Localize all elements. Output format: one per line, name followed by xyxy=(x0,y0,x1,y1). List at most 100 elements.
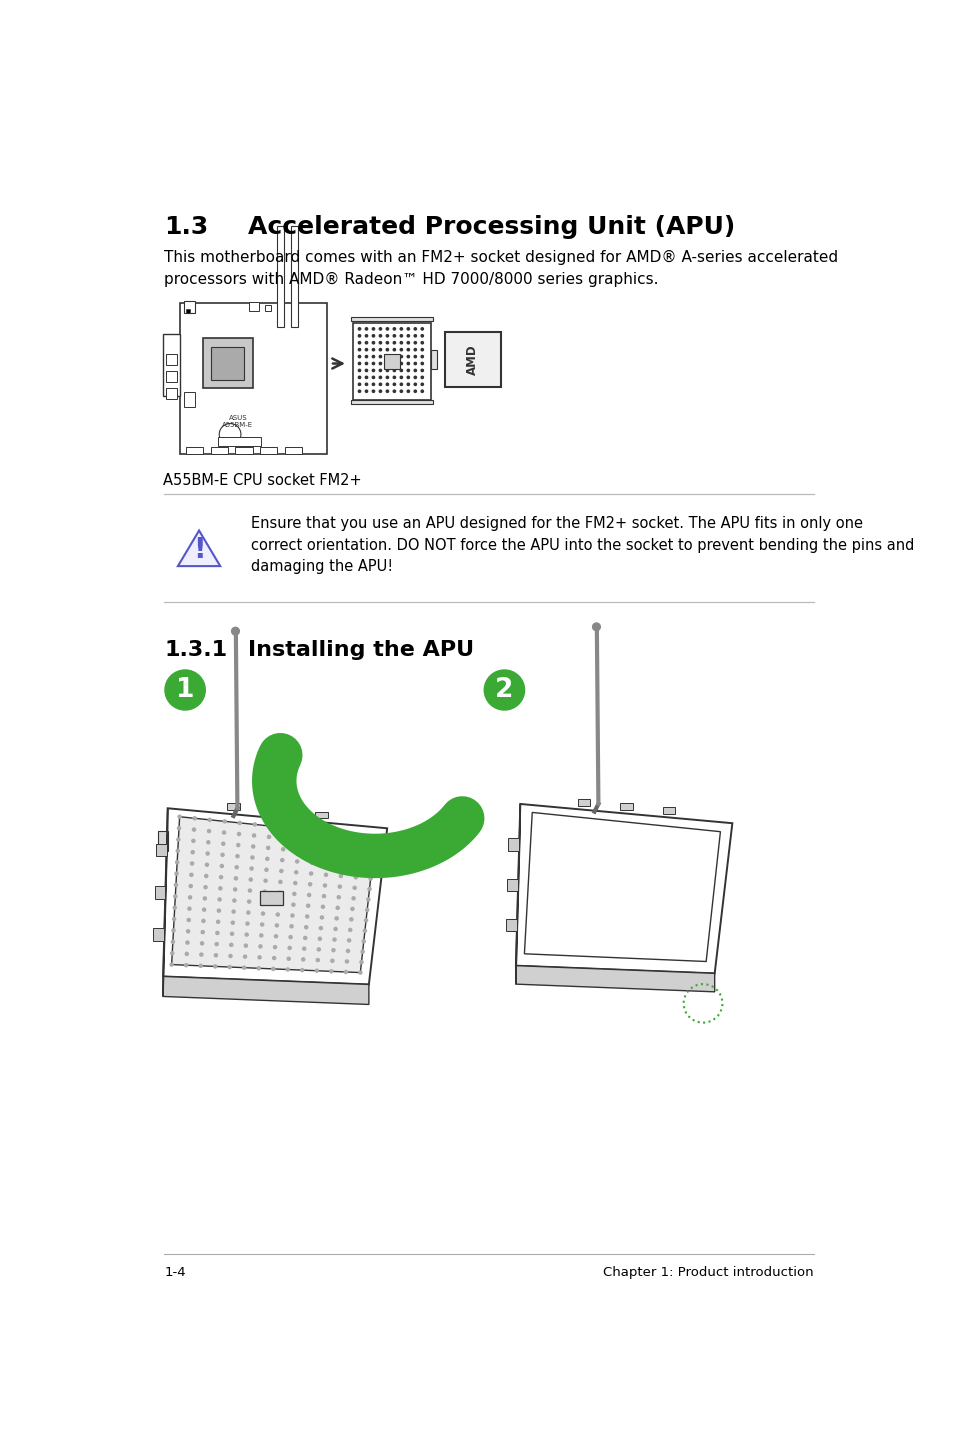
Circle shape xyxy=(407,335,409,336)
Circle shape xyxy=(187,930,190,933)
Circle shape xyxy=(297,838,300,841)
Text: A55BM-E CPU socket FM2+: A55BM-E CPU socket FM2+ xyxy=(162,473,361,487)
Circle shape xyxy=(207,830,211,833)
Circle shape xyxy=(372,370,375,371)
Circle shape xyxy=(414,355,416,358)
Circle shape xyxy=(346,949,349,952)
Circle shape xyxy=(253,834,255,837)
Circle shape xyxy=(165,670,205,710)
Circle shape xyxy=(300,969,303,972)
Circle shape xyxy=(339,874,342,877)
Circle shape xyxy=(358,390,360,393)
Circle shape xyxy=(177,827,180,830)
Circle shape xyxy=(307,893,311,896)
Circle shape xyxy=(174,871,178,876)
Text: 1.3.1: 1.3.1 xyxy=(164,640,227,660)
Circle shape xyxy=(347,939,351,942)
Bar xyxy=(351,400,433,404)
Circle shape xyxy=(308,883,312,886)
Circle shape xyxy=(223,820,226,823)
Circle shape xyxy=(369,877,372,880)
Circle shape xyxy=(217,909,220,912)
Circle shape xyxy=(352,897,355,900)
Circle shape xyxy=(206,851,209,856)
Circle shape xyxy=(361,951,364,953)
Circle shape xyxy=(317,948,320,951)
Circle shape xyxy=(238,821,241,824)
Circle shape xyxy=(399,335,402,336)
Circle shape xyxy=(279,870,283,873)
Circle shape xyxy=(379,370,381,371)
Circle shape xyxy=(358,383,360,385)
Circle shape xyxy=(247,912,250,915)
Polygon shape xyxy=(227,804,239,811)
Circle shape xyxy=(258,945,262,948)
Circle shape xyxy=(202,919,205,922)
Polygon shape xyxy=(506,919,517,932)
Polygon shape xyxy=(177,531,220,567)
Bar xyxy=(276,226,284,326)
Circle shape xyxy=(229,955,232,958)
Circle shape xyxy=(323,884,326,887)
Circle shape xyxy=(365,348,367,351)
Circle shape xyxy=(243,955,246,958)
Circle shape xyxy=(420,370,423,371)
Circle shape xyxy=(268,824,272,827)
Circle shape xyxy=(332,949,335,952)
Circle shape xyxy=(273,956,275,959)
Circle shape xyxy=(189,896,192,899)
Circle shape xyxy=(358,335,360,336)
Circle shape xyxy=(204,886,207,889)
Circle shape xyxy=(322,894,325,897)
Bar xyxy=(260,447,277,453)
Bar xyxy=(183,393,195,407)
Bar xyxy=(444,332,500,387)
Polygon shape xyxy=(507,879,517,892)
Circle shape xyxy=(242,966,246,969)
Circle shape xyxy=(414,370,416,371)
Polygon shape xyxy=(260,890,283,905)
Circle shape xyxy=(393,362,395,365)
Circle shape xyxy=(365,362,367,365)
Polygon shape xyxy=(163,808,387,985)
Circle shape xyxy=(276,913,279,916)
Circle shape xyxy=(294,881,296,884)
Circle shape xyxy=(351,907,354,910)
Bar xyxy=(265,305,271,311)
Polygon shape xyxy=(158,831,168,851)
Circle shape xyxy=(245,933,248,936)
Circle shape xyxy=(344,971,347,974)
Circle shape xyxy=(399,377,402,378)
Circle shape xyxy=(233,887,236,892)
Circle shape xyxy=(234,877,237,880)
Circle shape xyxy=(328,831,332,834)
Circle shape xyxy=(407,390,409,393)
Circle shape xyxy=(289,936,292,939)
Circle shape xyxy=(205,874,208,877)
Polygon shape xyxy=(516,804,732,974)
Circle shape xyxy=(316,959,319,962)
Circle shape xyxy=(192,840,194,843)
Circle shape xyxy=(282,837,285,840)
Circle shape xyxy=(178,815,181,818)
Circle shape xyxy=(338,886,341,889)
Polygon shape xyxy=(661,807,674,814)
Circle shape xyxy=(359,961,363,963)
Circle shape xyxy=(191,851,194,854)
Circle shape xyxy=(312,850,314,854)
Bar xyxy=(285,447,302,453)
Circle shape xyxy=(327,841,331,844)
Circle shape xyxy=(386,355,388,358)
Bar xyxy=(351,318,433,321)
Circle shape xyxy=(215,932,219,935)
Circle shape xyxy=(399,390,402,393)
Polygon shape xyxy=(163,976,369,1005)
Circle shape xyxy=(175,861,178,864)
Bar xyxy=(249,302,258,311)
Circle shape xyxy=(202,909,206,912)
Circle shape xyxy=(343,833,346,835)
Circle shape xyxy=(414,348,416,351)
Circle shape xyxy=(292,903,294,906)
Bar xyxy=(166,388,176,398)
Circle shape xyxy=(407,377,409,378)
